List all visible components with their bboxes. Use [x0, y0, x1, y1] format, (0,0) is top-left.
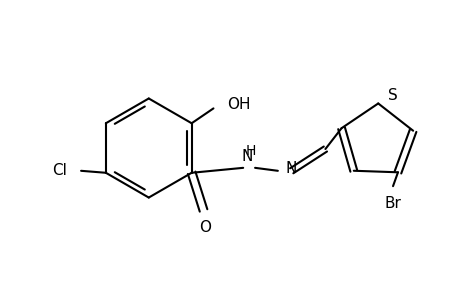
Text: O: O	[199, 220, 211, 235]
Text: Cl: Cl	[52, 163, 67, 178]
Text: N: N	[285, 161, 297, 176]
Text: S: S	[387, 88, 397, 103]
Text: N: N	[241, 149, 252, 164]
Text: H: H	[246, 144, 256, 158]
Text: OH: OH	[227, 97, 250, 112]
Text: Br: Br	[384, 196, 401, 211]
